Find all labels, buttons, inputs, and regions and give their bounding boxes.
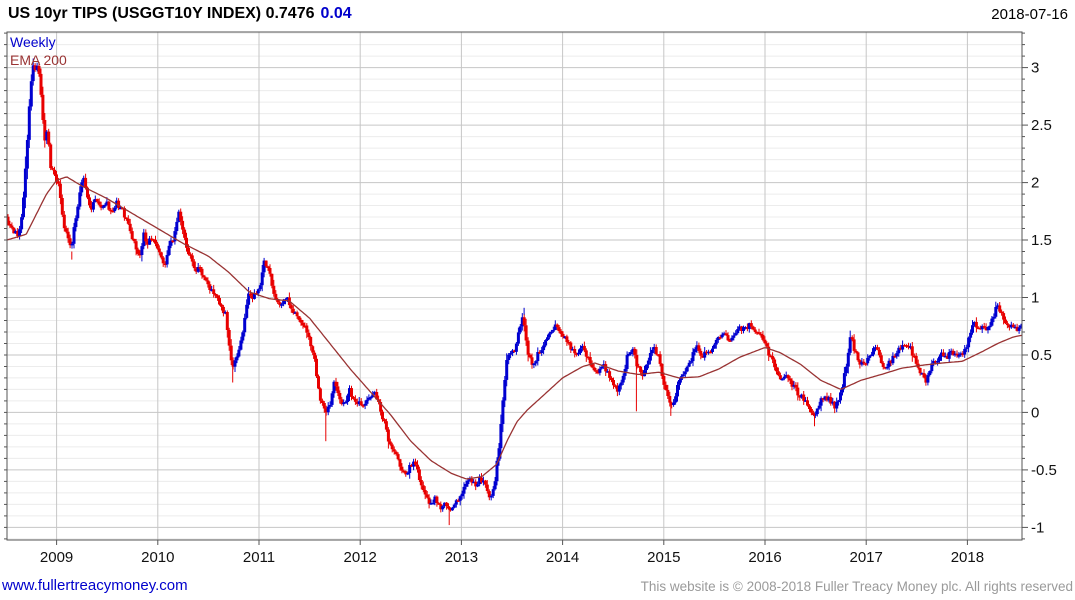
copyright-text: This website is © 2008-2018 Fuller Treac… [640, 579, 1073, 594]
instrument-title: US 10yr TIPS (USGGT10Y INDEX) 0.7476 [8, 5, 315, 22]
y-axis: -1 -0.5 0 0.5 1 1.5 2 2.5 3 [4, 32, 1057, 540]
svg-text:1.5: 1.5 [1031, 232, 1052, 249]
svg-text:0.5: 0.5 [1031, 347, 1052, 364]
svg-text:2014: 2014 [546, 549, 579, 566]
svg-text:2017: 2017 [850, 549, 883, 566]
grid-major [7, 32, 1022, 540]
svg-text:2012: 2012 [344, 549, 377, 566]
svg-text:1: 1 [1031, 290, 1039, 307]
svg-text:2010: 2010 [141, 549, 174, 566]
svg-text:2.5: 2.5 [1031, 117, 1052, 134]
svg-text:0: 0 [1031, 404, 1039, 421]
svg-text:2: 2 [1031, 175, 1039, 192]
svg-text:-0.5: -0.5 [1031, 462, 1057, 479]
grid-minor [7, 32, 1022, 540]
svg-text:-1: -1 [1031, 519, 1044, 536]
svg-text:2013: 2013 [445, 549, 478, 566]
svg-text:2016: 2016 [748, 549, 781, 566]
candlesticks [6, 58, 1023, 526]
svg-text:2009: 2009 [40, 549, 73, 566]
legend-ema: EMA 200 [10, 52, 67, 68]
price-change: 0.04 [320, 5, 352, 22]
x-axis: 2009 2010 2011 2012 2013 2014 2015 2016 2017 2018 [40, 540, 984, 566]
chart-legend: Weekly EMA 200 [10, 33, 67, 69]
legend-timeframe: Weekly [10, 34, 56, 50]
chart-title: US 10yr TIPS (USGGT10Y INDEX) 0.7476 0.04 [8, 5, 352, 23]
ema-line [6, 176, 1023, 480]
chart-date: 2018-07-16 [991, 6, 1068, 23]
svg-text:2015: 2015 [647, 549, 680, 566]
svg-text:2011: 2011 [243, 549, 275, 566]
svg-text:2018: 2018 [951, 549, 984, 566]
website-link[interactable]: www.fullertreacymoney.com [2, 577, 188, 594]
svg-text:3: 3 [1031, 60, 1039, 77]
